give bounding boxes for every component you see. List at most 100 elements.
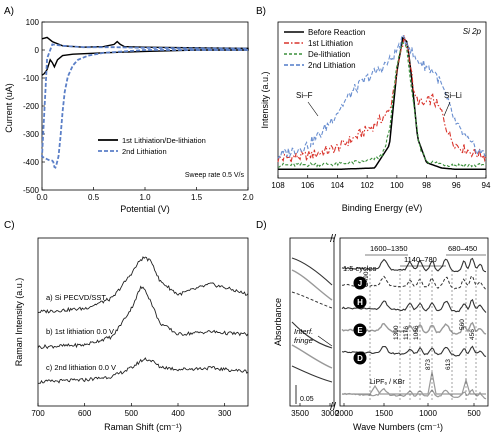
- trace-marker-j: [353, 276, 367, 290]
- series-line-c-2: [37, 285, 249, 350]
- y-tick-label-a: -100: [23, 74, 40, 83]
- peak-label-d: 1176: [403, 326, 410, 340]
- y-tick-label-a: 100: [26, 18, 40, 27]
- y-tick-label-a: -500: [23, 186, 40, 195]
- trace-right-d-3: [341, 298, 487, 313]
- legend-label-lith2: 2nd Lithiation: [308, 61, 356, 70]
- band-680-450: 680–450: [448, 244, 477, 253]
- trace-marker-label: J: [358, 279, 362, 288]
- trace-marker-e: [353, 323, 367, 337]
- x-tick-label-c: 700: [31, 409, 45, 418]
- x-tick-label-b: 102: [360, 181, 374, 190]
- panel-b: 108 106 104 102 100 98 96 94 Intensity (a.u.) B…: [260, 21, 491, 213]
- x-tick-label-d: 2000: [335, 409, 353, 418]
- si-f-label: Si–F: [296, 91, 313, 100]
- x-tick-label-a: 1.5: [191, 193, 203, 202]
- peak-label-d: 1490: [363, 271, 370, 286]
- x-tick-label-c: 600: [78, 409, 92, 418]
- band-1600-1350: 1600–1350: [370, 244, 408, 253]
- x-tick-label-c: 300: [218, 409, 232, 418]
- legend-label-before: Before Reaction: [308, 28, 365, 37]
- fringe-label-2: fringe: [294, 336, 313, 345]
- x-tick-label-b: 98: [422, 181, 431, 190]
- trace-left-d-3: [291, 291, 333, 309]
- x-tick-label-d: 3000: [321, 409, 339, 418]
- trace-marker-label: H: [357, 298, 363, 307]
- band-1140-780: 1140–780: [404, 255, 437, 264]
- si-li-label: Si–Li: [444, 91, 462, 100]
- si-f-arrow: [307, 101, 319, 117]
- trace-right-d-5: [341, 345, 487, 358]
- y-axis-label-c: Raman Intensity (a.u.): [14, 278, 24, 367]
- x-axis-label-a: Potential (V): [120, 204, 170, 214]
- x-tick-label-c: 400: [171, 409, 185, 418]
- x-tick-label-b: 94: [482, 181, 491, 190]
- legend-label-lith1: 1st Lithiation: [308, 39, 353, 48]
- y-tick-label-a: 0: [35, 46, 40, 55]
- x-tick-label-a: 0.0: [36, 193, 48, 202]
- peak-label-d: 873: [425, 359, 432, 370]
- series-line-b-4: [277, 33, 487, 159]
- plot-frame-b: [277, 21, 487, 179]
- trace-marker-label: E: [357, 326, 363, 335]
- plot-frame-d-right: [339, 237, 489, 407]
- axis-break-bottom: //: [330, 401, 337, 413]
- series-line-c-3: [37, 357, 249, 385]
- x-tick-label-b: 96: [452, 181, 461, 190]
- plot-frame-c: [37, 237, 249, 407]
- series-line-c-1: [37, 256, 249, 314]
- x-tick-label-a: 0.5: [88, 193, 100, 202]
- fringe-arrow: [317, 335, 333, 347]
- trace-right-d-2: [342, 275, 487, 291]
- series-line-b-1: [278, 36, 486, 171]
- trace-left-d-5: [291, 344, 333, 369]
- x-tick-label-b: 106: [301, 181, 315, 190]
- peak-label-d: 1066: [413, 325, 420, 340]
- trace-marker-d: [353, 351, 367, 365]
- si-li-arrow: [443, 101, 451, 117]
- peak-label-d: 560: [459, 319, 466, 330]
- x-axis-label-d: Wave Numbers (cm⁻¹): [353, 422, 443, 432]
- reference-label: LiPF₆ / KBr: [370, 379, 405, 386]
- y-axis-label-a: Current (uA): [4, 83, 14, 133]
- series-line-b-3: [277, 41, 487, 169]
- peak-label-d: 456: [469, 329, 476, 340]
- x-axis-label-b: Binding Energy (eV): [342, 203, 423, 213]
- panel-a: 0.0 0.5 1.0 1.5 2.01000-100-200-300-400-500 …: [4, 18, 254, 214]
- legend-label-1st: 1st Lithiation/De-lithiation: [122, 136, 206, 145]
- x-tick-label-d: 1500: [375, 409, 393, 418]
- panel-label-b: B): [256, 6, 266, 17]
- x-tick-label-b: 104: [331, 181, 345, 190]
- x-axis-label-c: Raman Shift (cm⁻¹): [104, 422, 182, 432]
- series-line-a-1: [41, 36, 249, 76]
- panel-label-c: C): [4, 220, 15, 231]
- cycles-label: 1.5 cycles: [343, 264, 377, 273]
- trace-left-d-1: [291, 257, 333, 286]
- x-tick-label-d: 500: [467, 409, 481, 418]
- y-tick-label-a: -300: [23, 130, 40, 139]
- y-tick-label-a: -400: [23, 158, 40, 167]
- y-tick-label-a: -200: [23, 102, 40, 111]
- series-line-b-2: [277, 35, 487, 163]
- trace-left-d-2: [291, 269, 333, 301]
- plot-frame-d-left: [289, 237, 335, 407]
- trace-label-c-c: c) 2nd lithiation 0.0 V: [46, 363, 116, 372]
- x-tick-label-b: 100: [390, 181, 404, 190]
- fringe-label-1: Interf.: [294, 327, 313, 336]
- panel-label-d: D): [256, 220, 267, 231]
- axis-break-top: //: [330, 233, 337, 245]
- legend-label-2nd: 2nd Lithiation: [122, 147, 167, 156]
- trace-left-d-6: [291, 365, 333, 383]
- peak-label-d: 613: [445, 359, 452, 370]
- x-tick-label-d: 3500: [291, 409, 309, 418]
- trace-label-c-a: a) Si PECVD/SST: [46, 293, 106, 302]
- x-tick-label-b: 108: [271, 181, 285, 190]
- si2p-label: Si 2p: [463, 27, 482, 36]
- panel-label-a: A): [4, 6, 14, 17]
- y-axis-label-d: Absorbance: [273, 298, 283, 346]
- x-tick-label-d: 1000: [419, 409, 437, 418]
- x-tick-label-a: 1.0: [139, 193, 151, 202]
- trace-marker-h: [353, 295, 367, 309]
- panel-c: 700 600 500 400 300 Raman Intensity (a.u.) R…: [14, 237, 249, 432]
